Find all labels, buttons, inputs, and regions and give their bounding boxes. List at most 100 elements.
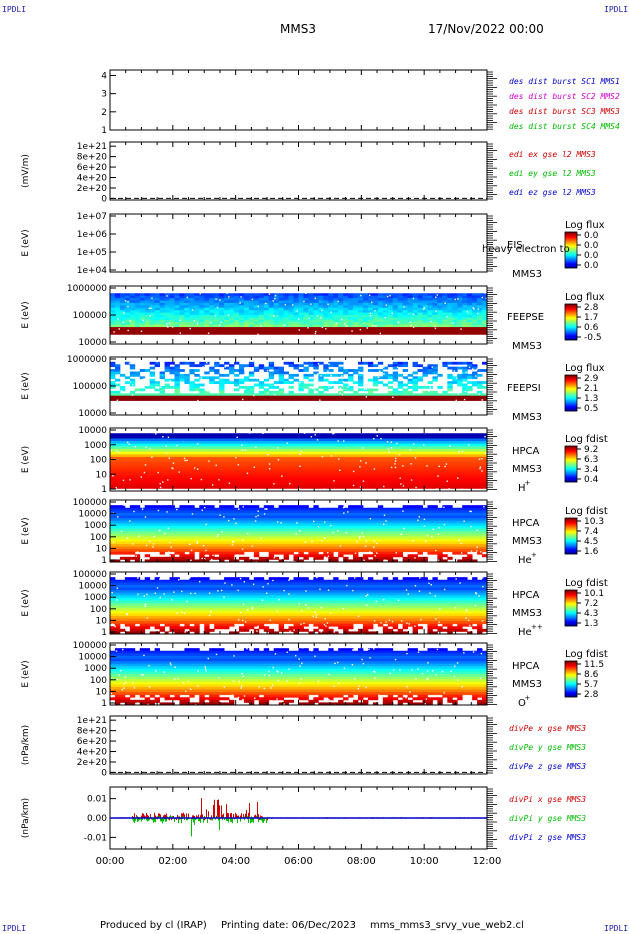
spectrogram-cell — [169, 327, 175, 330]
spectrogram-cell — [348, 441, 354, 445]
spectrogram-cell — [348, 454, 354, 458]
spectrogram-cell — [308, 312, 314, 316]
spectrogram-cell — [313, 305, 319, 309]
spectrogram-cell — [278, 398, 285, 401]
spectrogram-cell — [338, 449, 344, 453]
spectrogram-cell — [407, 322, 413, 326]
spectrogram-cell — [258, 435, 265, 439]
spectrogram-gap — [150, 307, 152, 309]
spectrogram-cell — [358, 312, 364, 316]
spectrogram-cell — [343, 438, 349, 442]
spectrogram-cell — [392, 376, 399, 380]
spectrogram-cell — [234, 462, 240, 466]
spectrogram-cell — [278, 433, 285, 437]
spectrogram-cell — [139, 312, 146, 316]
spectrogram-cell — [258, 329, 265, 333]
spectrogram-gap — [414, 405, 417, 407]
spectrogram-cell — [313, 327, 319, 330]
spectrogram-cell — [422, 307, 428, 311]
spectrogram-cell — [224, 467, 230, 471]
spectrogram-cell — [253, 302, 260, 306]
spectrogram-cell — [387, 364, 394, 368]
spectrogram-cell — [179, 395, 185, 399]
spectrogram-cell — [159, 373, 165, 377]
spectrogram-cell — [447, 307, 453, 311]
spectrogram-cell — [412, 317, 418, 321]
spectrogram-cell — [323, 462, 329, 466]
colorbar-cell — [565, 392, 577, 394]
spectrogram-cell — [129, 462, 136, 466]
spectrogram-cell — [184, 300, 190, 304]
spectrogram-cell — [253, 324, 260, 328]
spectrogram-gap — [377, 376, 380, 379]
spectrogram-cell — [412, 322, 418, 326]
spectrogram-cell — [243, 388, 250, 392]
spectrogram-cell — [263, 327, 270, 330]
spectrogram-cell — [298, 364, 304, 368]
spectrogram-cell — [144, 433, 151, 437]
spectrogram-cell — [273, 298, 280, 301]
spectrogram-gap — [191, 309, 194, 311]
spectrogram-cell — [298, 331, 304, 335]
spectrogram-gap — [202, 366, 204, 368]
spectrogram-cell — [110, 327, 116, 330]
spectrogram-cell — [338, 331, 344, 335]
spectrogram-cell — [134, 433, 141, 437]
spectrogram-cell — [189, 302, 195, 306]
spectrogram-cell — [372, 446, 379, 450]
spectrogram-cell — [248, 485, 255, 489]
spectrogram-cell — [457, 324, 463, 328]
spectrogram-cell — [184, 293, 190, 297]
spectrogram-gap — [328, 386, 330, 388]
spectrogram-cell — [333, 475, 339, 479]
spectrogram-cell — [377, 438, 384, 442]
spectrogram-cell — [298, 315, 304, 318]
spectrogram-cell — [154, 317, 161, 321]
spectrogram-cell — [159, 438, 165, 442]
spectrogram-cell — [313, 477, 319, 481]
spectrogram-gap — [128, 410, 131, 412]
spectrogram-cell — [214, 329, 220, 333]
spectrogram-cell — [412, 293, 418, 297]
spectrogram-cell — [238, 485, 245, 489]
spectrogram-gap — [344, 289, 346, 291]
spectrogram-cell — [467, 319, 473, 323]
spectrogram-cell — [377, 451, 384, 455]
spectrogram-cell — [417, 305, 423, 309]
spectrogram-cell — [174, 456, 180, 460]
eis-instrument: EIS — [507, 240, 523, 251]
spectrogram-cell — [482, 317, 488, 321]
spectrogram-cell — [134, 371, 141, 375]
spectrogram-cell — [283, 393, 289, 397]
spectrogram-cell — [169, 386, 175, 389]
spectrogram-cell — [238, 454, 245, 458]
spectrogram-gap — [460, 328, 462, 330]
spectrogram-cell — [204, 462, 210, 466]
spectrogram-cell — [114, 483, 121, 487]
divpi-ylabel: (nPa/km) — [21, 798, 31, 838]
spectrogram-cell — [273, 324, 280, 328]
spectrogram-cell — [432, 378, 438, 382]
spectrogram-cell — [303, 366, 309, 370]
spectrogram-cell — [462, 366, 468, 370]
spectrogram-cell — [318, 438, 324, 442]
spectrogram-cell — [149, 300, 156, 304]
spectrogram-gap — [264, 362, 266, 364]
spectrogram-cell — [154, 331, 161, 335]
spectrogram-cell — [358, 472, 364, 476]
spectrogram-cell — [214, 317, 220, 321]
spectrogram-cell — [224, 441, 230, 445]
spectrogram-cell — [367, 438, 374, 442]
spectrogram-cell — [129, 302, 136, 306]
spectrogram-cell — [124, 317, 131, 321]
spectrogram-cell — [149, 441, 156, 445]
spectrogram-cell — [234, 378, 240, 382]
spectrogram-cell — [362, 456, 369, 460]
spectrogram-cell — [348, 446, 354, 450]
spectrogram-cell — [209, 300, 215, 304]
spectrogram-gap — [326, 340, 329, 343]
spectrogram-cell — [164, 378, 170, 382]
spectrogram-cell — [154, 398, 161, 401]
spectrogram-cell — [194, 485, 200, 489]
spectrogram-cell — [338, 393, 344, 397]
